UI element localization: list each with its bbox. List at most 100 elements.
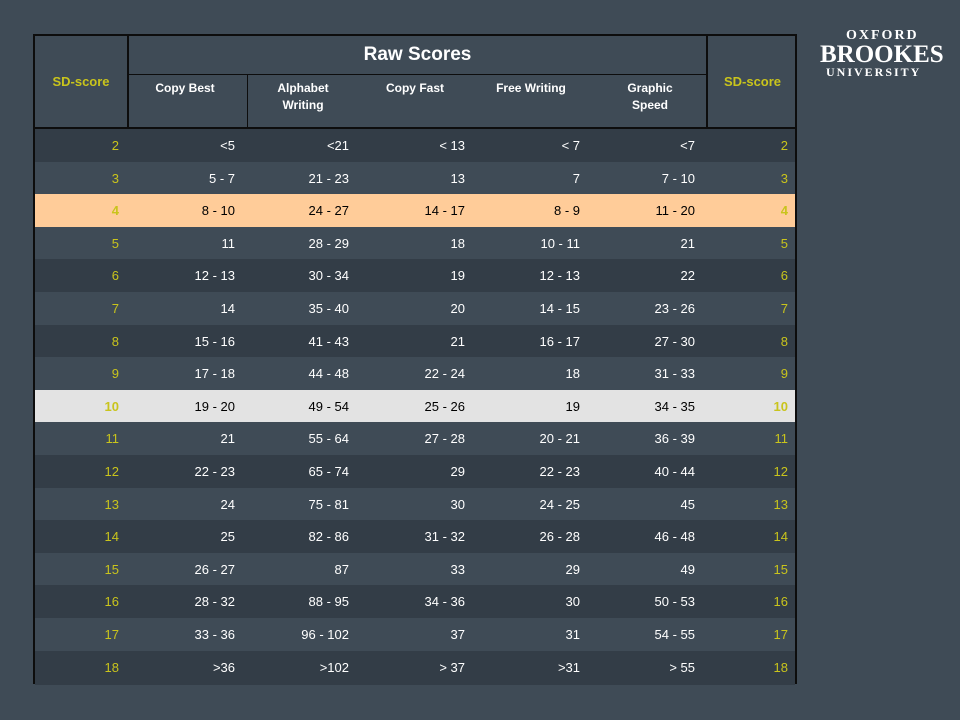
table-header: SD-score Raw Scores SD-score Copy Best Al… xyxy=(35,36,795,127)
alphabet-writing-cell: 75 - 81 xyxy=(308,496,349,512)
free-writing-cell: 26 - 28 xyxy=(539,529,580,545)
sd-score-cell: 7 xyxy=(111,301,119,316)
sd-score-cell-right: 7 xyxy=(780,301,788,316)
sd-score-cell: 12 xyxy=(104,464,119,479)
sd-score-cell: 3 xyxy=(111,170,119,186)
table-row: 5 11 28 - 29 18 10 - 11 21 5 xyxy=(35,226,795,261)
copy-fast-cell: 37 xyxy=(450,627,465,642)
graphic-speed-cell: 49 xyxy=(680,561,695,577)
copy-best-cell: >36 xyxy=(212,659,235,675)
copy-best-cell: 25 xyxy=(220,529,235,545)
copy-best-header: Copy Best xyxy=(155,81,215,95)
table-row: 8 15 - 16 41 - 43 21 16 - 17 27 - 30 8 xyxy=(35,324,795,359)
oxford-brookes-logo: OXFORD BROOKES UNIVERSITY xyxy=(820,28,944,79)
free-writing-cell: 24 - 25 xyxy=(539,496,580,512)
copy-fast-cell: 13 xyxy=(450,170,465,186)
free-writing-cell: 12 - 13 xyxy=(539,268,580,284)
sd-score-cell: 14 xyxy=(104,529,119,545)
copy-fast-cell: 22 - 24 xyxy=(424,366,465,382)
copy-fast-cell: 27 - 28 xyxy=(424,431,465,447)
graphic-speed-cell: <7 xyxy=(680,138,695,153)
table-row: 3 5 - 7 21 - 23 13 7 7 - 10 3 xyxy=(35,161,795,196)
sd-score-cell-right: 10 xyxy=(773,398,788,414)
graphic-speed-cell: 27 - 30 xyxy=(654,333,695,349)
alphabet-writing-cell: >102 xyxy=(319,659,349,675)
sd-score-header-right: SD-score xyxy=(706,36,797,127)
copy-best-cell: 5 - 7 xyxy=(208,170,235,186)
sd-score-cell-right: 13 xyxy=(773,496,788,512)
alphabet-writing-cell: 21 - 23 xyxy=(308,170,349,186)
sd-score-cell-right: 8 xyxy=(780,333,788,349)
copy-fast-cell: 19 xyxy=(450,268,465,284)
sd-score-cell: 2 xyxy=(111,138,119,153)
sd-score-cell-right: 3 xyxy=(780,170,788,186)
header-divider xyxy=(247,75,248,127)
sd-score-cell: 11 xyxy=(105,431,120,447)
sd-score-cell-right: 14 xyxy=(773,529,788,545)
free-writing-cell: 14 - 15 xyxy=(539,301,580,316)
free-writing-cell: 19 xyxy=(565,398,580,414)
copy-fast-header: Copy Fast xyxy=(385,81,444,95)
copy-fast-cell: 20 xyxy=(450,301,465,316)
alphabet-writing-cell: 87 xyxy=(334,561,349,577)
copy-fast-cell: 33 xyxy=(450,561,465,577)
graphic-speed-cell: 11 - 20 xyxy=(655,203,695,219)
graphic-speed-header: Graphic Speed xyxy=(627,81,673,112)
free-writing-cell: 10 - 11 xyxy=(540,235,580,251)
copy-fast-cell: > 37 xyxy=(439,659,465,675)
free-writing-cell: < 7 xyxy=(561,138,580,153)
table-row: 17 33 - 36 96 - 102 37 31 54 - 55 17 xyxy=(35,618,795,652)
graphic-speed-cell: 46 - 48 xyxy=(654,529,695,545)
free-writing-cell: 7 xyxy=(572,170,580,186)
table-row: 14 25 82 - 86 31 - 32 26 - 28 46 - 48 14 xyxy=(35,520,795,555)
sd-score-cell-right: 11 xyxy=(774,431,789,447)
alphabet-writing-cell: <21 xyxy=(326,138,349,153)
copy-fast-cell: 30 xyxy=(450,496,465,512)
table-row: 6 12 - 13 30 - 34 19 12 - 13 22 6 xyxy=(35,259,795,294)
graphic-speed-cell: 7 - 10 xyxy=(661,170,695,186)
sd-score-cell-right: 9 xyxy=(780,366,788,382)
free-writing-cell: 16 - 17 xyxy=(539,333,580,349)
score-table: SD-score Raw Scores SD-score Copy Best Al… xyxy=(33,34,797,685)
copy-fast-cell: 21 xyxy=(450,333,465,349)
copy-best-cell: 11 xyxy=(221,235,236,251)
sd-score-cell: 18 xyxy=(104,659,119,675)
table-row: 18 >36 >102 > 37 >31 > 55 18 xyxy=(35,650,795,685)
alphabet-writing-cell: 44 - 48 xyxy=(308,366,349,382)
copy-fast-cell: 14 - 17 xyxy=(424,203,465,219)
alphabet-writing-cell: 41 - 43 xyxy=(308,333,349,349)
table-row: 10 19 - 20 49 - 54 25 - 26 19 34 - 35 10 xyxy=(35,389,795,424)
alphabet-writing-cell: 96 - 102 xyxy=(301,627,349,642)
graphic-speed-cell: 22 xyxy=(680,268,695,284)
sd-score-header-left: SD-score xyxy=(35,36,129,127)
copy-fast-cell: 25 - 26 xyxy=(424,398,465,414)
copy-best-cell: 21 xyxy=(220,431,235,447)
free-writing-cell: 30 xyxy=(565,594,580,610)
sd-score-cell-right: 4 xyxy=(780,203,788,219)
graphic-speed-cell: 54 - 55 xyxy=(654,627,695,642)
sd-score-cell: 5 xyxy=(111,235,119,251)
raw-scores-title: Raw Scores xyxy=(129,36,706,75)
alphabet-writing-cell: 24 - 27 xyxy=(308,203,349,219)
copy-best-cell: 33 - 36 xyxy=(194,627,235,642)
copy-best-cell: 14 xyxy=(220,301,235,316)
graphic-speed-cell: 23 - 26 xyxy=(654,301,695,316)
copy-fast-cell: < 13 xyxy=(439,138,465,153)
graphic-speed-cell: 45 xyxy=(680,496,695,512)
sd-score-cell: 17 xyxy=(104,627,119,642)
sd-score-cell: 9 xyxy=(111,366,119,382)
copy-best-cell: <5 xyxy=(220,138,235,153)
logo-line-1: OXFORD xyxy=(846,28,919,43)
copy-best-cell: 22 - 23 xyxy=(194,464,235,479)
alphabet-writing-cell: 82 - 86 xyxy=(308,529,349,545)
sd-score-cell-right: 12 xyxy=(773,464,788,479)
copy-best-cell: 12 - 13 xyxy=(194,268,235,284)
alphabet-writing-cell: 35 - 40 xyxy=(308,301,349,316)
table-row: 15 26 - 27 87 33 29 49 15 xyxy=(35,552,795,587)
copy-best-cell: 26 - 27 xyxy=(194,561,235,577)
copy-fast-cell: 18 xyxy=(450,235,465,251)
copy-best-cell: 17 - 18 xyxy=(194,366,235,382)
graphic-speed-cell: 21 xyxy=(680,235,695,251)
free-writing-header: Free Writing xyxy=(496,81,566,95)
logo-line-3: UNIVERSITY xyxy=(826,65,922,79)
